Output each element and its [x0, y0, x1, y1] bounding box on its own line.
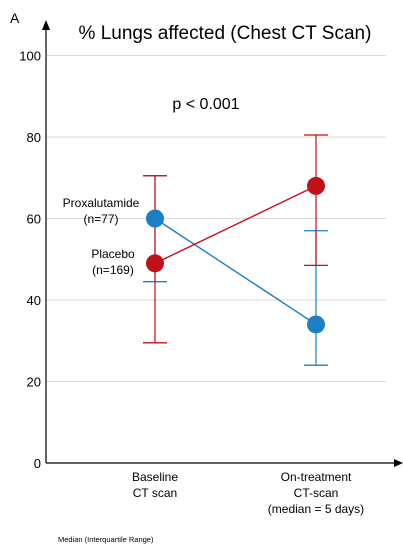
y-tick-label: 40 [27, 293, 41, 308]
y-tick-label: 0 [34, 456, 41, 471]
panel-label: A [10, 10, 20, 26]
y-tick-label: 80 [27, 130, 41, 145]
proxalutamide-series-label: Proxalutamide (n=77) [63, 196, 140, 226]
x-axis-arrow-icon [394, 459, 403, 467]
placebo-line [154, 185, 317, 264]
proxalutamide-line [154, 217, 317, 326]
proxalutamide-point [146, 209, 164, 228]
y-tick-label: 100 [19, 49, 41, 64]
data-points [146, 176, 325, 334]
labels: 0 20 40 60 80 100 Proxalutamide (n=77) Placebo (n… [10, 10, 371, 544]
x-category-label: On-treatment CT-scan (median = 5 days) [268, 470, 364, 516]
axes [42, 20, 403, 467]
p-value-annotation: p < 0.001 [172, 96, 239, 113]
chart-title: % Lungs affected (Chest CT Scan) [79, 23, 372, 44]
footnote: Median (Interquartile Range) [58, 535, 154, 544]
placebo-point [146, 254, 164, 273]
series-lines [154, 185, 317, 326]
placebo-point [307, 176, 325, 195]
error-bars [143, 134, 328, 366]
y-tick-label: 20 [27, 375, 41, 390]
x-category-label: Baseline CT scan [132, 470, 178, 500]
placebo-series-label: Placebo (n=169) [91, 247, 135, 277]
y-axis-arrow-icon [42, 20, 50, 30]
gridlines [46, 55, 386, 382]
y-tick-label: 60 [27, 212, 41, 227]
proxalutamide-point [307, 315, 325, 334]
